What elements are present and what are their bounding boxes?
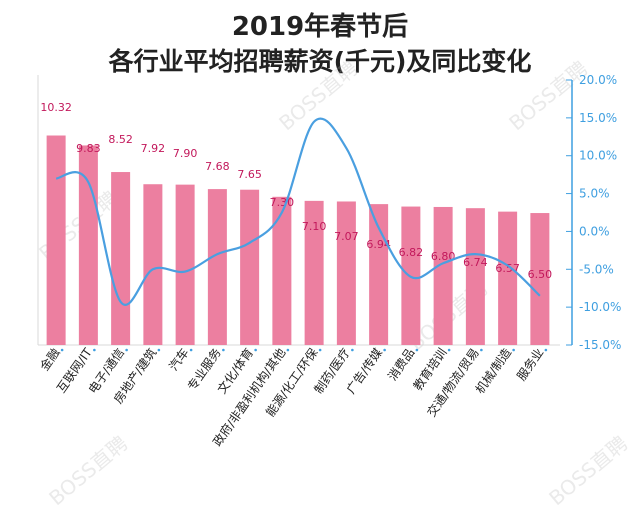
chart-svg: 10.32 9.83 8.52 7.92 7.90 7.68 7.65 7.30 7.10 7.0… — [0, 0, 640, 498]
bar — [143, 184, 162, 345]
x-tick-label: 消费品 — [385, 346, 417, 384]
tick-dot — [319, 349, 322, 352]
tick-dot — [93, 349, 96, 352]
right-tick-label: 15.0% — [579, 111, 617, 125]
bar-value-label: 8.52 — [108, 133, 133, 146]
bar-value-label: 7.07 — [334, 230, 359, 243]
bar-value-label: 7.92 — [141, 142, 166, 155]
bar-value-label: 6.82 — [399, 246, 424, 259]
tick-dot — [222, 349, 225, 352]
right-tick-label: -15.0% — [579, 338, 621, 352]
tick-dot — [480, 349, 483, 352]
bar — [111, 172, 130, 345]
bar-value-label: 7.90 — [173, 147, 198, 160]
bar — [208, 189, 227, 345]
bar-value-label: 6.74 — [463, 256, 488, 269]
right-tick-label: 10.0% — [579, 149, 617, 163]
right-tick-label: -10.0% — [579, 300, 621, 314]
bar-value-label: 7.10 — [302, 220, 327, 233]
bar-value-label: 6.50 — [528, 268, 553, 281]
x-tick-label: 服务业 — [513, 345, 546, 383]
right-tick-label: -5.0% — [579, 262, 614, 276]
chart-page: 2019年春节后 各行业平均招聘薪资(千元)及同比变化 BOSS直聘 BOSS直… — [0, 0, 640, 498]
tick-dot — [416, 349, 419, 352]
tick-dot — [254, 349, 257, 352]
bar — [466, 208, 485, 345]
bar — [47, 136, 66, 345]
bar-value-label: 10.32 — [40, 101, 72, 114]
right-tick-label: 5.0% — [579, 187, 610, 201]
bar — [337, 201, 356, 345]
tick-dot — [287, 349, 290, 352]
bar-value-label: 7.65 — [237, 168, 262, 181]
bar — [272, 197, 291, 345]
x-tick-label: 汽车 — [166, 345, 192, 373]
tick-dot — [125, 349, 128, 352]
bar — [498, 212, 517, 345]
tick-dot — [448, 349, 451, 352]
bar — [176, 185, 195, 345]
bar — [240, 190, 259, 345]
tick-dot — [190, 349, 193, 352]
tick-dot — [512, 349, 515, 352]
tick-dot — [383, 349, 386, 352]
tick-dot — [545, 349, 548, 352]
tick-dot — [351, 349, 354, 352]
right-tick-label: 0.0% — [579, 224, 610, 238]
bar — [434, 207, 453, 345]
bar-value-label: 7.30 — [270, 196, 295, 209]
bar-value-label: 7.68 — [205, 160, 230, 173]
tick-dot — [158, 349, 161, 352]
tick-dot — [61, 349, 64, 352]
right-tick-label: 20.0% — [579, 73, 617, 87]
x-tick-label: 金融 — [37, 345, 63, 373]
bar-value-label: 9.83 — [76, 142, 101, 155]
